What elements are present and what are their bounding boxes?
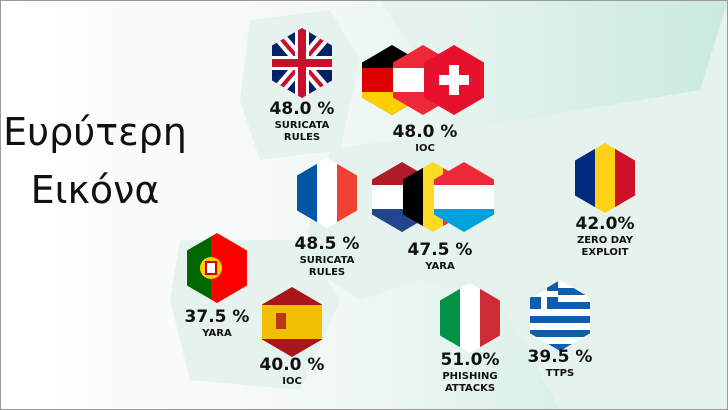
category-label: ATTACKS	[445, 383, 495, 394]
flag-italy	[440, 283, 500, 353]
percentage: 42.0%	[576, 214, 635, 234]
category-label: YARA	[424, 261, 455, 272]
percentage: 40.0 %	[260, 355, 325, 375]
category-label: IOC	[282, 376, 302, 387]
percentage: 48.5 %	[295, 234, 360, 254]
percentage: 48.0 %	[393, 122, 458, 142]
category-label: SURICATA	[300, 255, 355, 266]
category-label: ZERO DAY	[577, 235, 634, 246]
percentage: 47.5 %	[408, 240, 473, 260]
category-label: EXPLOIT	[582, 247, 629, 258]
title: Ευρύτερη	[3, 110, 187, 154]
title: Εικόνα	[31, 168, 160, 212]
category-label: IOC	[415, 143, 435, 154]
category-label: RULES	[309, 267, 345, 278]
category-label: YARA	[201, 328, 232, 339]
flag-romania	[575, 143, 635, 213]
percentage: 48.0 %	[270, 99, 335, 119]
category-label: PHISHING	[442, 371, 497, 382]
percentage: 37.5 %	[185, 307, 250, 327]
category-label: SURICATA	[275, 120, 330, 131]
category-label: TTPS	[546, 368, 574, 379]
flag-france	[297, 158, 357, 228]
category-label: RULES	[284, 132, 320, 143]
percentage: 39.5 %	[528, 347, 593, 367]
percentage: 51.0%	[441, 350, 500, 370]
